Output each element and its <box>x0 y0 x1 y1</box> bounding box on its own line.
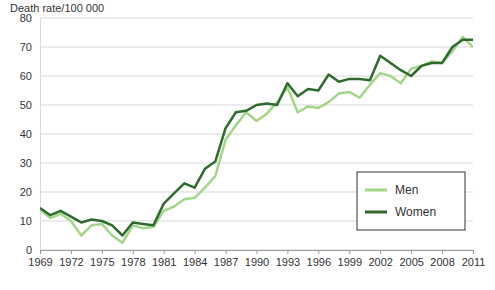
x-tick-mark <box>40 250 41 254</box>
series-group <box>40 37 473 243</box>
grid-line <box>40 18 473 19</box>
x-tick-label: 1969 <box>28 256 52 268</box>
grid-line <box>40 163 473 164</box>
legend-box <box>357 172 465 230</box>
x-tick: 1987 <box>214 250 238 268</box>
x-tick-label: 1972 <box>59 256 83 268</box>
y-tick-label: 10 <box>20 215 32 227</box>
x-tick-mark <box>226 250 227 254</box>
y-tick-label: 20 <box>20 186 32 198</box>
y-tick-label: 70 <box>20 41 32 53</box>
x-tick: 1981 <box>152 250 176 268</box>
x-tick-label: 1975 <box>90 256 114 268</box>
x-tick: 2008 <box>430 250 454 268</box>
x-tick-mark <box>473 250 474 254</box>
grid <box>40 18 473 250</box>
x-tick: 1999 <box>338 250 362 268</box>
x-tick-mark <box>380 250 381 254</box>
x-tick-label: 2011 <box>462 256 486 268</box>
x-tick: 1996 <box>307 250 331 268</box>
x-axis: 1969 1972 1975 1978 1981 1984 1987 1990 1993 1996… <box>28 250 485 268</box>
x-tick-label: 1981 <box>152 256 176 268</box>
series-line <box>40 40 473 236</box>
x-tick: 1972 <box>59 250 83 268</box>
x-tick-mark <box>133 250 134 254</box>
y-tick: 10 <box>20 215 40 227</box>
legend-swatch <box>365 211 387 214</box>
x-tick-label: 1987 <box>214 256 238 268</box>
y-tick: 50 <box>20 99 40 111</box>
y-tick: 0 <box>26 244 40 256</box>
y-axis-title: Death rate/100 000 <box>10 2 104 14</box>
x-tick-mark <box>349 250 350 254</box>
grid-line <box>40 134 473 135</box>
y-tick: 70 <box>20 41 40 53</box>
y-tick: 30 <box>20 157 40 169</box>
x-tick: 1978 <box>121 250 145 268</box>
x-tick: 1975 <box>90 250 114 268</box>
x-tick-label: 1993 <box>276 256 300 268</box>
x-tick-label: 1978 <box>121 256 145 268</box>
x-tick-label: 2008 <box>430 256 454 268</box>
x-tick-mark <box>257 250 258 254</box>
y-tick-label: 40 <box>20 128 32 140</box>
x-tick-label: 1990 <box>245 256 269 268</box>
x-tick-label: 2005 <box>399 256 423 268</box>
legend-swatch <box>365 189 387 192</box>
x-tick: 2002 <box>368 250 392 268</box>
legend-label: Women <box>395 205 436 219</box>
x-tick-mark <box>287 250 288 254</box>
x-tick-mark <box>442 250 443 254</box>
y-tick-label: 60 <box>20 70 32 82</box>
grid-line <box>40 47 473 48</box>
legend: Men Women <box>357 172 465 230</box>
x-tick-label: 1999 <box>338 256 362 268</box>
chart: 0102030405060708019691972197519781981198… <box>0 0 495 290</box>
x-tick: 1984 <box>183 250 207 268</box>
y-tick: 20 <box>20 186 40 198</box>
x-tick-mark <box>102 250 103 254</box>
x-tick-mark <box>411 250 412 254</box>
y-axis: 01020304050607080 <box>20 12 41 256</box>
x-tick-label: 1996 <box>307 256 331 268</box>
x-tick-mark <box>71 250 72 254</box>
x-tick-label: 2002 <box>368 256 392 268</box>
x-tick-label: 1984 <box>183 256 207 268</box>
plot: 0102030405060708019691972197519781981198… <box>20 12 486 268</box>
y-tick: 40 <box>20 128 40 140</box>
x-tick-mark <box>195 250 196 254</box>
y-tick-label: 0 <box>26 244 32 256</box>
y-tick-label: 50 <box>20 99 32 111</box>
x-tick: 1993 <box>276 250 300 268</box>
x-tick: 1969 <box>28 250 52 268</box>
y-tick-label: 30 <box>20 157 32 169</box>
x-tick: 1990 <box>245 250 269 268</box>
y-axis-line <box>40 19 41 251</box>
x-tick-mark <box>164 250 165 254</box>
y-tick: 60 <box>20 70 40 82</box>
legend-label: Men <box>395 183 418 197</box>
x-tick: 2011 <box>462 250 486 268</box>
x-tick: 2005 <box>399 250 423 268</box>
x-tick-mark <box>318 250 319 254</box>
series-line <box>40 37 473 243</box>
